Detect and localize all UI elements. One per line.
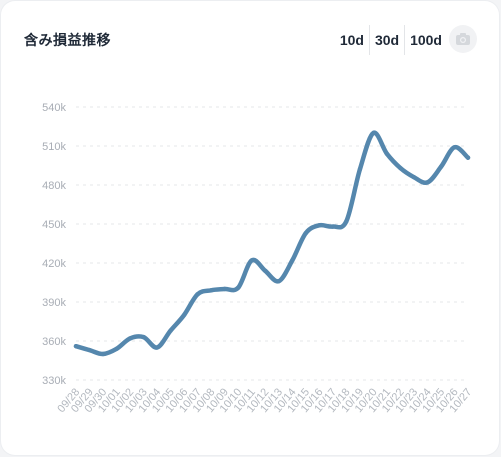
data-point [276, 279, 281, 284]
data-point [290, 258, 295, 263]
data-point [398, 165, 403, 171]
data-point [141, 334, 146, 340]
data-point [236, 285, 241, 290]
camera-button[interactable] [449, 25, 477, 53]
y-tick-label: 360k [42, 336, 66, 348]
y-tick-label: 450k [42, 219, 66, 231]
data-point [168, 328, 173, 333]
data-point [384, 151, 390, 156]
data-point [357, 167, 363, 172]
camera-icon [456, 33, 470, 45]
y-tick-label: 480k [42, 180, 66, 192]
data-point [154, 345, 160, 350]
range-tab-30d[interactable]: 30d [374, 32, 400, 48]
data-point [249, 258, 254, 263]
card-title: 含み損益推移 [24, 32, 111, 48]
data-point [452, 145, 457, 150]
data-point [303, 230, 308, 236]
data-point [438, 164, 444, 169]
range-tab-10d[interactable]: 10d [339, 32, 364, 48]
data-point [181, 312, 187, 318]
data-point [344, 219, 349, 224]
data-point [317, 223, 322, 228]
range-tabs: 10d 30d 100d [335, 25, 447, 55]
data-point [222, 286, 227, 292]
data-point [127, 336, 133, 341]
y-tick-label: 330k [42, 375, 66, 387]
range-divider [404, 25, 406, 55]
data-point [330, 224, 336, 229]
data-point [87, 347, 92, 353]
data-point [425, 180, 430, 185]
y-tick-label: 540k [42, 102, 66, 114]
data-point [73, 344, 79, 349]
range-tab-100d[interactable]: 100d [410, 32, 442, 48]
data-point [411, 175, 417, 180]
data-point [208, 288, 214, 293]
series-line [73, 130, 471, 357]
y-tick-label: 420k [42, 258, 66, 270]
data-point [371, 130, 376, 136]
data-point [114, 346, 119, 351]
data-point [100, 351, 106, 357]
data-point [263, 268, 268, 273]
data-point [465, 155, 471, 160]
y-tick-label: 510k [42, 141, 66, 153]
data-point [195, 292, 200, 297]
range-divider [368, 25, 370, 55]
y-tick-label: 390k [42, 297, 66, 309]
